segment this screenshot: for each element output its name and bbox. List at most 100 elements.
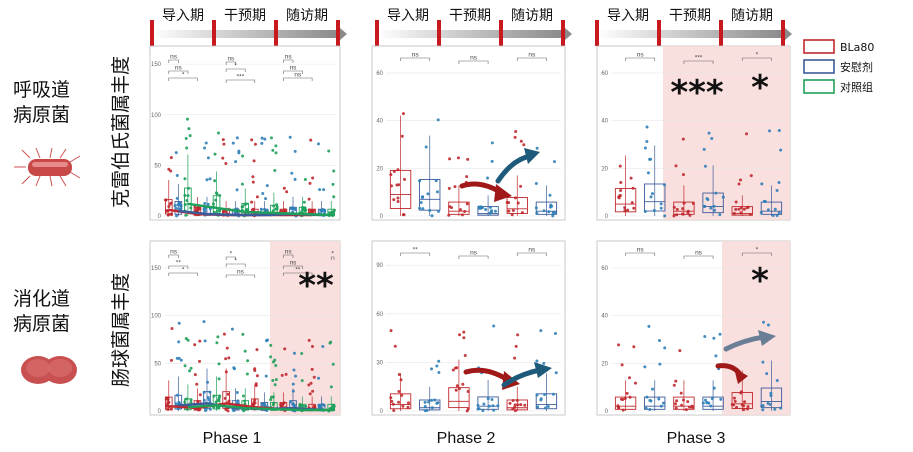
data-point bbox=[652, 209, 656, 213]
data-point bbox=[173, 204, 177, 208]
data-point bbox=[312, 375, 316, 379]
data-point bbox=[674, 164, 678, 168]
data-point bbox=[426, 192, 430, 196]
box-group bbox=[389, 329, 412, 412]
data-point bbox=[327, 149, 331, 153]
data-point bbox=[250, 200, 254, 204]
data-point bbox=[430, 367, 434, 371]
data-point bbox=[762, 320, 766, 324]
data-point bbox=[492, 408, 496, 412]
significance-bracket: ns bbox=[168, 54, 179, 63]
data-point bbox=[663, 214, 667, 218]
data-point bbox=[775, 378, 779, 382]
box-group bbox=[163, 156, 174, 217]
data-point bbox=[418, 206, 422, 210]
box-group bbox=[418, 118, 441, 218]
data-point bbox=[211, 202, 215, 206]
data-point bbox=[674, 406, 678, 410]
significance-bracket: * bbox=[225, 258, 246, 267]
data-point bbox=[274, 151, 278, 155]
box-group bbox=[730, 370, 753, 412]
data-point bbox=[294, 374, 298, 378]
bracket-label: * bbox=[230, 251, 233, 258]
data-point bbox=[183, 364, 187, 368]
bracket-line bbox=[516, 252, 547, 256]
data-point bbox=[651, 387, 655, 391]
arrow-head bbox=[494, 184, 512, 202]
data-point bbox=[255, 348, 259, 352]
data-point bbox=[224, 210, 228, 214]
data-point bbox=[513, 196, 517, 200]
legend: BLa80 安慰剂 对照组 bbox=[803, 39, 874, 94]
bracket-label: ns bbox=[695, 250, 703, 257]
data-point bbox=[400, 393, 404, 397]
bracket-line bbox=[225, 256, 236, 260]
timeline-arrowhead bbox=[785, 28, 792, 40]
phase-label-3: Phase 3 bbox=[667, 430, 726, 447]
data-point bbox=[458, 333, 462, 337]
significance-bracket: ns bbox=[225, 56, 236, 65]
data-point bbox=[183, 203, 187, 207]
timeline-stage-label: 干预期 bbox=[449, 8, 491, 24]
significance-bracket: * bbox=[168, 72, 198, 81]
blue-arrow-klebsiella-phase2 bbox=[495, 148, 540, 184]
data-point bbox=[292, 206, 296, 210]
data-point bbox=[241, 154, 245, 158]
data-point bbox=[739, 211, 743, 215]
data-point bbox=[508, 401, 512, 405]
data-point bbox=[513, 135, 517, 139]
bracket-line bbox=[683, 60, 714, 64]
data-point bbox=[733, 399, 737, 403]
data-point bbox=[702, 147, 706, 151]
data-point bbox=[542, 209, 546, 213]
data-point bbox=[255, 195, 259, 199]
data-point bbox=[261, 403, 265, 407]
data-point bbox=[493, 209, 497, 213]
bracket-label: ns bbox=[294, 72, 302, 79]
bracket-label: *** bbox=[237, 74, 245, 81]
data-point bbox=[198, 393, 202, 397]
data-point bbox=[623, 397, 627, 401]
bracket-line bbox=[283, 254, 294, 258]
y-tick-label: 0 bbox=[158, 409, 162, 415]
y-tick-label: 40 bbox=[601, 314, 608, 320]
data-point bbox=[466, 157, 470, 161]
data-point bbox=[539, 329, 543, 333]
data-point bbox=[399, 378, 403, 382]
data-point bbox=[630, 201, 634, 205]
box-group bbox=[269, 136, 279, 217]
data-point bbox=[761, 404, 765, 408]
data-point bbox=[175, 196, 179, 200]
data-point bbox=[389, 329, 393, 333]
data-point bbox=[397, 400, 401, 404]
data-point bbox=[402, 177, 406, 181]
data-point bbox=[303, 206, 307, 210]
data-point bbox=[221, 156, 225, 160]
data-point bbox=[321, 345, 325, 349]
data-point bbox=[311, 389, 315, 393]
data-point bbox=[183, 177, 187, 181]
data-point bbox=[304, 208, 308, 212]
data-point bbox=[769, 394, 773, 398]
data-point bbox=[213, 179, 217, 183]
data-point bbox=[481, 409, 485, 413]
y-axis-label-klebsiella: 克雷伯氏菌属丰度 bbox=[110, 56, 132, 208]
data-point bbox=[197, 206, 201, 210]
data-point bbox=[318, 188, 322, 192]
data-point bbox=[486, 176, 490, 180]
timeline-bar bbox=[377, 30, 563, 38]
bracket-label: ns bbox=[528, 247, 536, 254]
data-point bbox=[448, 157, 452, 161]
data-point bbox=[513, 356, 517, 360]
data-point bbox=[168, 202, 172, 206]
timeline-marker bbox=[336, 20, 340, 46]
data-point bbox=[616, 406, 620, 410]
data-point bbox=[253, 369, 257, 373]
data-point bbox=[620, 363, 624, 367]
data-point bbox=[463, 209, 467, 213]
data-point bbox=[186, 194, 190, 198]
data-point bbox=[748, 212, 752, 216]
data-point bbox=[513, 403, 517, 407]
data-point bbox=[317, 376, 321, 380]
